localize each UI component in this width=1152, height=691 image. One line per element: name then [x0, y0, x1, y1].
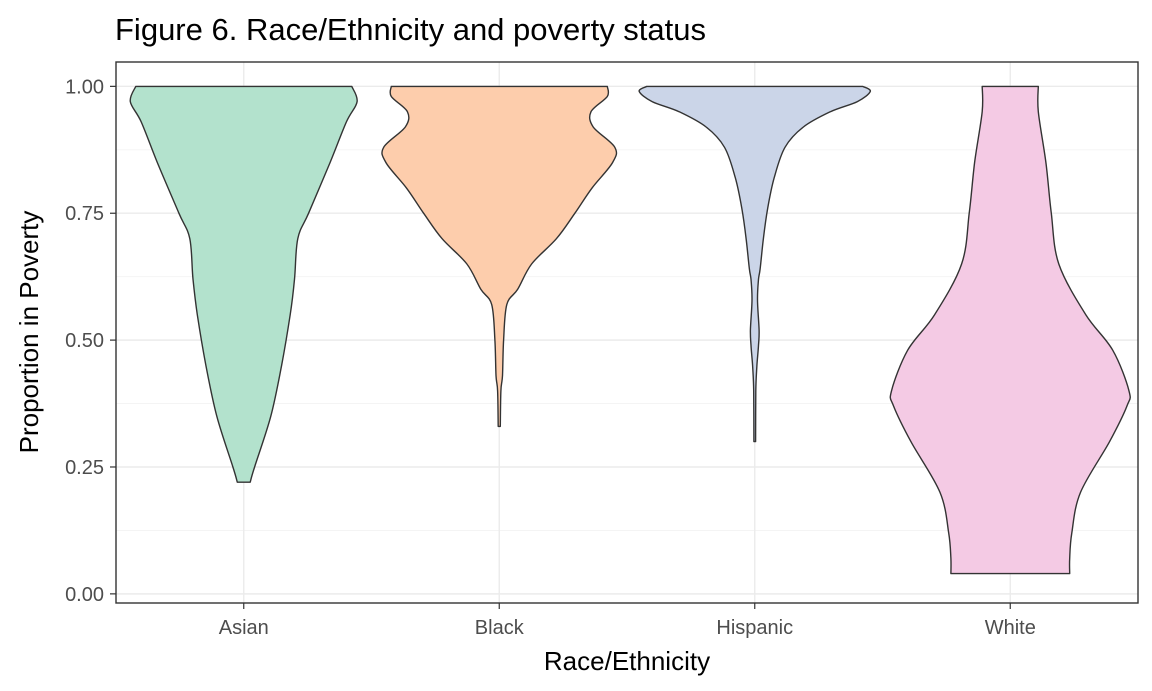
x-tick-label-white: White [985, 617, 1036, 639]
violin-asian [129, 85, 358, 483]
violin-black [381, 85, 618, 428]
y-tick-label: 0.50 [65, 330, 104, 352]
x-tick-label-black: Black [475, 617, 525, 639]
y-axis-title: Proportion in Poverty [14, 211, 44, 454]
y-tick-label: 0.75 [65, 203, 104, 225]
x-tick-label-hispanic: Hispanic [716, 617, 793, 639]
y-tick-label: 0.00 [65, 584, 104, 606]
y-tick-label: 1.00 [65, 76, 104, 98]
y-axis: 0.00 0.25 0.50 0.75 1.00 [65, 76, 116, 606]
violins [129, 85, 1131, 575]
violin-white [889, 85, 1131, 575]
x-axis-title: Race/Ethnicity [544, 646, 710, 676]
violin-hispanic [638, 85, 872, 443]
y-tick-label: 0.25 [65, 457, 104, 479]
panel-border [115, 61, 1139, 604]
chart-title: Figure 6. Race/Ethnicity and poverty sta… [115, 12, 706, 47]
x-tick-label-asian: Asian [219, 617, 269, 639]
x-axis: Asian Black Hispanic White [219, 603, 1036, 639]
